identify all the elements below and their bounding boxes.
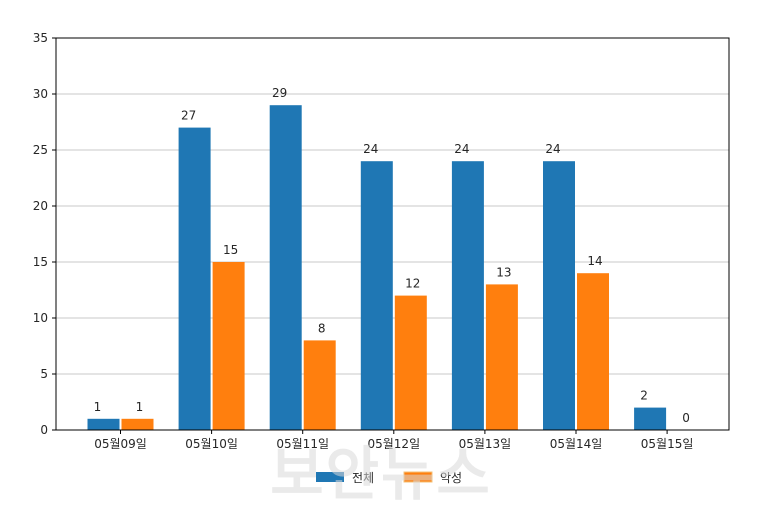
bar-value-label: 27 [181, 109, 196, 123]
bar-total [360, 161, 393, 430]
bar-value-label: 2 [640, 389, 648, 403]
y-tick-label: 20 [33, 199, 48, 213]
y-tick-label: 25 [33, 143, 48, 157]
x-tick-label: 05월12일 [367, 437, 420, 451]
bar-malicious [303, 340, 336, 430]
y-tick-label: 10 [33, 311, 48, 325]
bar-total [87, 418, 120, 430]
bar-malicious [485, 284, 518, 430]
bar-value-label: 12 [405, 277, 420, 291]
bar-value-label: 0 [682, 411, 690, 425]
x-tick-label: 05월15일 [641, 437, 694, 451]
x-tick-label: 05월09일 [94, 437, 147, 451]
bar-value-label: 14 [587, 254, 602, 268]
bar-value-label: 1 [136, 400, 144, 414]
bar-total [634, 407, 667, 430]
legend-label: 전체 [352, 471, 374, 485]
legend-label: 악성 [440, 471, 462, 485]
bar-total [178, 127, 211, 430]
y-tick-label: 5 [40, 367, 48, 381]
plot-frame [55, 37, 730, 431]
x-tick-label: 05월11일 [276, 437, 329, 451]
bar-malicious [394, 295, 427, 430]
x-axis: 05월09일 05월10일 05월11일 05월12일 05월13일 05월14일 05월1… [94, 430, 693, 451]
y-tick-label: 0 [40, 423, 48, 437]
bar-value-label: 24 [545, 142, 560, 156]
y-axis: 0 5 10 15 20 25 30 35 [33, 31, 56, 437]
legend: 전체 악성 [316, 471, 462, 485]
bar-value-label: 13 [496, 265, 511, 279]
bar-malicious [121, 418, 154, 430]
bar-value-labels: 1 1 27 15 29 8 24 12 24 13 24 14 2 0 [94, 86, 690, 425]
bar-malicious [577, 273, 609, 430]
watermark-logo: 보안뉴스 [270, 440, 491, 508]
bar-value-label: 29 [272, 86, 287, 100]
x-tick-label: 05월13일 [459, 437, 512, 451]
bar-malicious [212, 262, 245, 430]
y-tick-label: 30 [33, 87, 48, 101]
bar-value-label: 24 [363, 142, 378, 156]
legend-swatch [403, 471, 433, 483]
bar-total [451, 161, 484, 430]
bar-value-label: 1 [94, 400, 102, 414]
bar-total [543, 161, 575, 430]
x-tick-label: 05월14일 [550, 437, 603, 451]
y-tick-label: 35 [33, 31, 48, 45]
y-tick-label: 15 [33, 255, 48, 269]
bar-value-label: 15 [223, 243, 238, 257]
bar-total [269, 105, 302, 430]
bars [87, 105, 667, 430]
bar-value-label: 24 [454, 142, 469, 156]
legend-swatch [316, 472, 344, 482]
bar-value-label: 8 [318, 321, 326, 335]
x-tick-label: 05월10일 [185, 437, 238, 451]
